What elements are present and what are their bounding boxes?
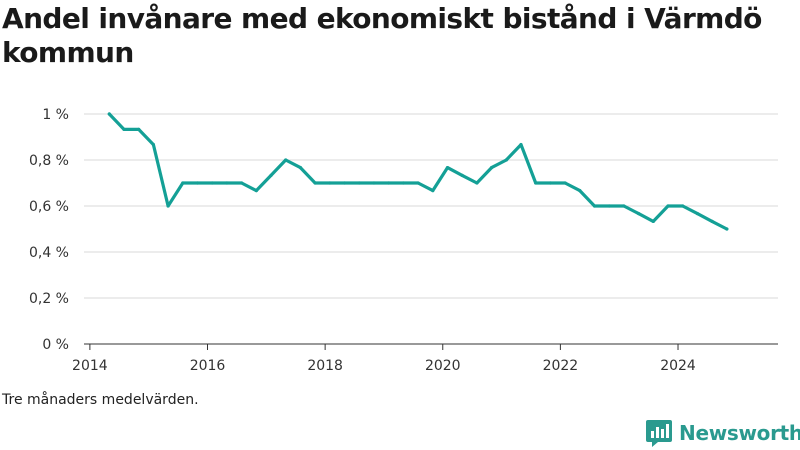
brand-name: Newsworthy [679,421,800,445]
chart-caption: Tre månaders medelvärden. [2,392,199,408]
data-point [328,181,332,185]
data-point [445,165,450,170]
chart-title: Andel invånare med ekonomiskt bistånd i … [2,2,762,69]
data-point [695,211,700,216]
data-point [548,181,552,185]
data-point [240,181,244,185]
data-point [137,127,141,132]
data-point [401,181,405,185]
x-tick-label: 2024 [660,358,696,374]
data-point [210,181,214,185]
y-tick-label: 0,4 % [29,245,69,261]
data-point [563,181,567,185]
data-point [519,142,523,147]
data-point [651,219,655,224]
data-point [151,142,155,147]
data-point [284,158,288,162]
data-point [416,181,420,185]
data-point [489,165,494,170]
data-point [357,181,361,185]
x-tick-label: 2016 [190,358,226,374]
data-point [107,112,111,116]
data-point [431,188,435,193]
x-tick-label: 2020 [425,358,461,374]
x-tick-label: 2022 [543,358,579,374]
data-point [607,204,611,208]
data-point [254,188,258,193]
y-tick-label: 0,2 % [29,291,69,307]
y-tick-label: 0 % [42,337,69,353]
data-point [622,204,626,208]
data-point [225,181,229,185]
gridlines [84,113,778,299]
data-point [181,181,185,185]
y-axis-ticks: 0 % 0,2 % 0,4 % 0,6 % 0,8 % 1 % [29,107,69,353]
data-point [666,204,670,208]
data-point [475,181,479,185]
data-point [269,173,273,178]
data-point [710,219,714,224]
y-tick-label: 1 % [42,107,69,123]
data-point [313,181,317,185]
data-point [342,181,347,185]
data-point [504,158,508,162]
data-point [460,173,464,178]
x-tick-label: 2014 [72,358,108,374]
data-point [122,127,126,132]
series-line [107,112,729,231]
brand-logo[interactable]: Newsworthy [645,418,800,448]
x-tick-label: 2018 [307,358,343,374]
data-point [637,211,641,216]
y-tick-label: 0,8 % [29,153,69,169]
data-point [534,181,538,185]
newsworthy-logo-icon [646,420,672,447]
data-point [578,188,582,193]
data-point [195,181,200,185]
x-axis: 2014 2016 2018 2020 2022 2024 [72,343,778,374]
data-point [681,204,685,208]
data-point [725,227,729,231]
data-point [166,204,170,208]
data-point [298,165,303,170]
series-layer [107,112,729,231]
y-tick-label: 0,6 % [29,199,69,215]
data-point [387,181,391,185]
data-point [592,204,597,208]
data-point [372,181,376,185]
